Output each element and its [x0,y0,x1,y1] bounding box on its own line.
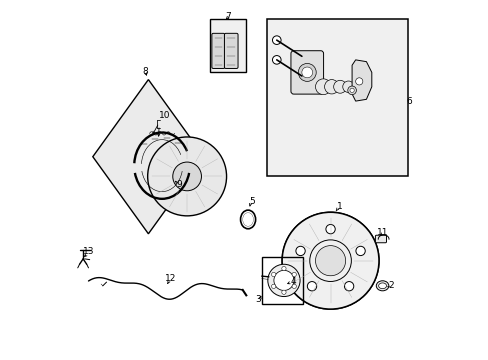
Circle shape [347,86,356,95]
Circle shape [267,264,300,297]
FancyBboxPatch shape [290,51,323,94]
Circle shape [282,212,378,309]
Ellipse shape [242,213,253,226]
Bar [209,19,245,72]
Circle shape [271,284,275,288]
Text: 7: 7 [224,12,230,21]
Circle shape [298,63,316,81]
Text: 4: 4 [289,276,295,285]
Circle shape [271,273,275,276]
Circle shape [301,67,312,78]
Circle shape [147,137,226,216]
Text: 10: 10 [159,111,170,120]
Text: 9: 9 [176,180,182,189]
Circle shape [291,284,296,288]
Text: 12: 12 [164,274,176,283]
Circle shape [281,266,285,271]
Circle shape [333,80,346,93]
Circle shape [281,290,285,294]
Circle shape [349,88,353,93]
Circle shape [355,78,362,85]
Text: 6: 6 [406,96,411,105]
Circle shape [307,282,316,291]
Ellipse shape [378,283,386,289]
Bar [261,257,303,304]
Circle shape [315,79,330,95]
Circle shape [344,282,353,291]
Text: 5: 5 [249,197,255,206]
Ellipse shape [376,281,388,291]
FancyBboxPatch shape [211,33,224,68]
Text: 11: 11 [376,228,388,237]
Circle shape [272,36,281,44]
Text: 8: 8 [142,67,147,76]
Text: 3: 3 [255,294,261,303]
FancyBboxPatch shape [224,33,238,68]
Circle shape [315,246,345,276]
Circle shape [172,162,201,191]
Circle shape [272,55,281,64]
Ellipse shape [240,210,255,229]
Circle shape [273,270,293,291]
Circle shape [324,80,338,94]
Circle shape [355,246,365,256]
Polygon shape [351,60,371,101]
Text: 1: 1 [336,202,342,211]
Circle shape [291,273,296,276]
Text: 2: 2 [388,281,393,290]
Polygon shape [93,80,203,234]
Bar [266,19,407,176]
Circle shape [295,246,305,256]
Circle shape [342,81,353,93]
Text: 13: 13 [82,247,94,256]
FancyBboxPatch shape [375,235,386,243]
Circle shape [325,225,335,234]
